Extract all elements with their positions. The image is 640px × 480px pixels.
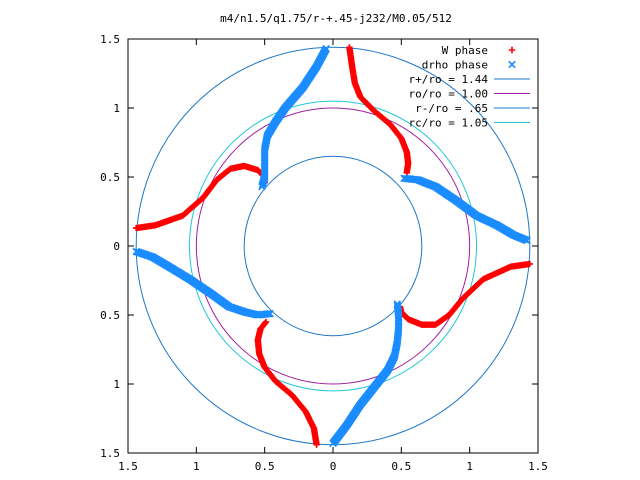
legend-label: drho phase: [422, 59, 488, 72]
series-1-point: [393, 301, 402, 310]
x-tick-label: 1: [466, 460, 473, 473]
y-tick-label: 1: [113, 378, 120, 391]
series-1-point: [266, 309, 274, 318]
y-tick-label: 1: [113, 102, 120, 115]
circle-2: [243, 155, 423, 337]
series-0-point: [262, 318, 270, 326]
legend-marker: [508, 46, 516, 54]
series-1: [132, 44, 531, 448]
y-tick-label: 0.5: [100, 309, 120, 322]
legend-label: rc/ro = 1.05: [409, 117, 488, 130]
x-tick-label: 1: [193, 460, 200, 473]
series-1-point: [263, 310, 272, 318]
legend-label: ro/ro = 1.00: [409, 88, 488, 101]
y-tick-label: 0.5: [100, 171, 120, 184]
series-1-point: [523, 236, 531, 245]
x-tick-label: 0: [330, 460, 337, 473]
y-tick-label: 0: [113, 240, 120, 253]
x-tick-label: 0.5: [391, 460, 411, 473]
series-1-point: [393, 302, 402, 311]
series-points: [132, 44, 533, 448]
series-1-point: [258, 182, 266, 191]
legend-marker: [508, 60, 516, 69]
axis-ticks: 1.5 1 0.5 0 0.5 1 1.51.510.500.511.5: [100, 33, 548, 473]
y-tick-label: 1.5: [100, 33, 120, 46]
x-tick-label: 1.5: [528, 460, 548, 473]
legend-label: r-/ro = .65: [415, 102, 488, 115]
series-1-point: [265, 310, 273, 318]
series-0: [133, 44, 533, 448]
legend-label: W phase: [442, 44, 488, 57]
x-tick-label: 0.5: [255, 460, 275, 473]
chart-title: m4/n1.5/q1.75/r-+.45-j232/M0.05/512: [220, 12, 452, 25]
legend-label: r+/ro = 1.44: [409, 73, 489, 86]
circle-1: [195, 107, 471, 385]
circle-3: [189, 100, 477, 392]
series-0-point: [261, 319, 269, 327]
x-tick-label: 1.5: [118, 460, 138, 473]
reference-circles: [135, 46, 531, 446]
y-tick-label: 1.5: [100, 447, 120, 460]
series-1-point: [393, 300, 401, 308]
circle-0: [135, 46, 531, 446]
